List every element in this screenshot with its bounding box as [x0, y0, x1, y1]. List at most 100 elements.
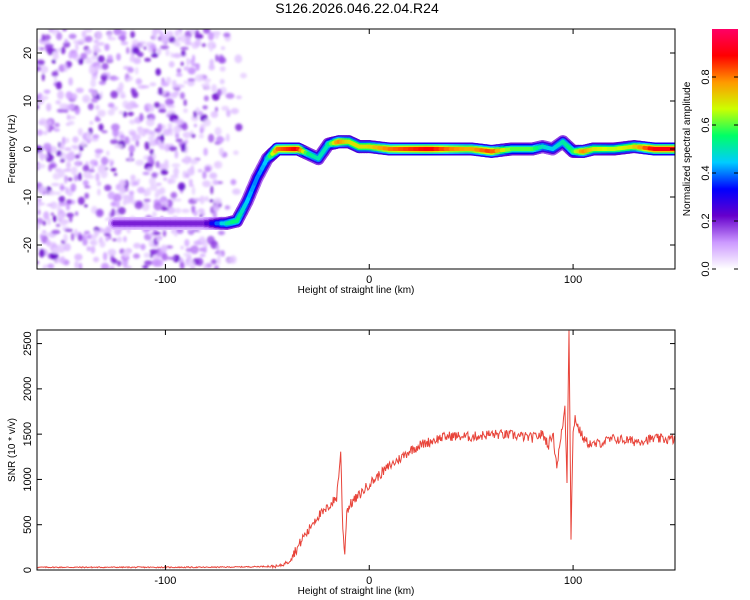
noise-blob — [110, 139, 119, 145]
noise-blob — [170, 191, 178, 199]
noise-blob — [219, 78, 225, 85]
noise-blob — [47, 119, 52, 126]
noise-blob — [58, 195, 66, 203]
noise-blob — [55, 100, 61, 105]
noise-blob — [42, 220, 47, 226]
noise-blob — [46, 103, 52, 112]
noise-blob — [95, 31, 103, 40]
noise-blob — [233, 150, 239, 155]
noise-blob — [47, 217, 51, 226]
noise-blob — [142, 265, 149, 269]
noise-blob — [37, 163, 46, 169]
spectrogram-y-tick-label: -20 — [22, 237, 34, 253]
noise-blob — [84, 35, 93, 43]
noise-blob — [205, 262, 213, 269]
noise-blob — [51, 70, 59, 77]
noise-blob — [162, 229, 167, 237]
noise-blob — [194, 29, 200, 38]
noise-blob — [159, 31, 164, 37]
noise-blob — [74, 253, 83, 261]
noise-speckle — [37, 29, 247, 269]
noise-blob — [90, 239, 98, 246]
noise-blob — [202, 171, 207, 180]
noise-blob — [174, 150, 179, 159]
noise-blob — [165, 98, 174, 106]
noise-blob — [160, 45, 169, 50]
noise-blob — [190, 29, 195, 36]
noise-blob — [175, 198, 182, 202]
noise-blob — [63, 233, 68, 243]
noise-blob — [91, 97, 99, 103]
spectrogram-y-tick-label: 20 — [22, 47, 34, 59]
noise-blob — [89, 121, 94, 125]
noise-blob — [202, 246, 207, 254]
noise-blob — [39, 65, 49, 74]
noise-blob — [148, 140, 157, 147]
noise-blob — [123, 265, 132, 269]
noise-blob — [132, 46, 140, 55]
noise-blob — [90, 165, 95, 170]
noise-blob — [71, 145, 77, 149]
noise-blob — [93, 39, 99, 44]
noise-blob — [63, 243, 71, 252]
noise-blob — [208, 133, 215, 143]
noise-blob — [50, 146, 57, 151]
noise-blob — [203, 118, 211, 127]
noise-blob — [182, 131, 192, 139]
noise-blob — [152, 255, 161, 260]
noise-blob — [168, 36, 176, 43]
noise-blob — [167, 178, 173, 185]
noise-blob — [229, 255, 237, 264]
noise-blob — [70, 49, 78, 59]
spectrogram-y-tick-label: -10 — [22, 189, 34, 205]
noise-blob — [147, 155, 155, 165]
noise-blob — [37, 104, 40, 110]
noise-blob — [189, 158, 199, 165]
noise-blob — [216, 88, 222, 97]
noise-blob — [55, 191, 61, 196]
noise-blob — [154, 259, 164, 267]
noise-blob — [42, 232, 49, 236]
snr-x-axis-label: Height of straight line (km) — [298, 586, 415, 597]
noise-blob — [210, 111, 219, 118]
noise-blob — [68, 150, 75, 160]
noise-blob — [77, 127, 83, 136]
noise-blob — [75, 211, 79, 216]
noise-blob — [82, 180, 89, 186]
noise-blob — [149, 43, 157, 50]
noise-blob — [95, 208, 104, 218]
noise-blob — [133, 242, 141, 249]
noise-blob — [221, 105, 230, 111]
noise-blob — [183, 155, 190, 165]
noise-blob — [166, 199, 173, 208]
noise-blob — [77, 234, 84, 242]
noise-blob — [50, 212, 54, 216]
noise-blob — [145, 187, 152, 196]
noise-blob — [43, 153, 48, 159]
spectrogram-y-tick-label: 10 — [22, 95, 34, 107]
noise-blob — [209, 43, 213, 52]
noise-blob — [38, 185, 47, 193]
noise-blob — [91, 54, 98, 61]
noise-blob — [111, 76, 120, 81]
noise-blob — [191, 63, 201, 67]
noise-blob — [90, 78, 97, 88]
noise-blob — [203, 147, 208, 156]
noise-blob — [181, 123, 188, 131]
noise-blob — [165, 30, 174, 38]
noise-blob — [168, 146, 177, 152]
noise-blob — [86, 131, 92, 141]
noise-blob — [52, 215, 57, 223]
noise-blob — [51, 229, 61, 235]
noise-blob — [38, 248, 45, 258]
noise-blob — [37, 46, 41, 51]
noise-blob — [190, 265, 196, 269]
snr-y-tick-label: 2500 — [22, 331, 34, 355]
noise-blob — [116, 199, 120, 209]
noise-blob — [190, 245, 199, 255]
noise-blob — [37, 197, 42, 203]
noise-blob — [122, 200, 126, 206]
noise-blob — [84, 230, 90, 235]
